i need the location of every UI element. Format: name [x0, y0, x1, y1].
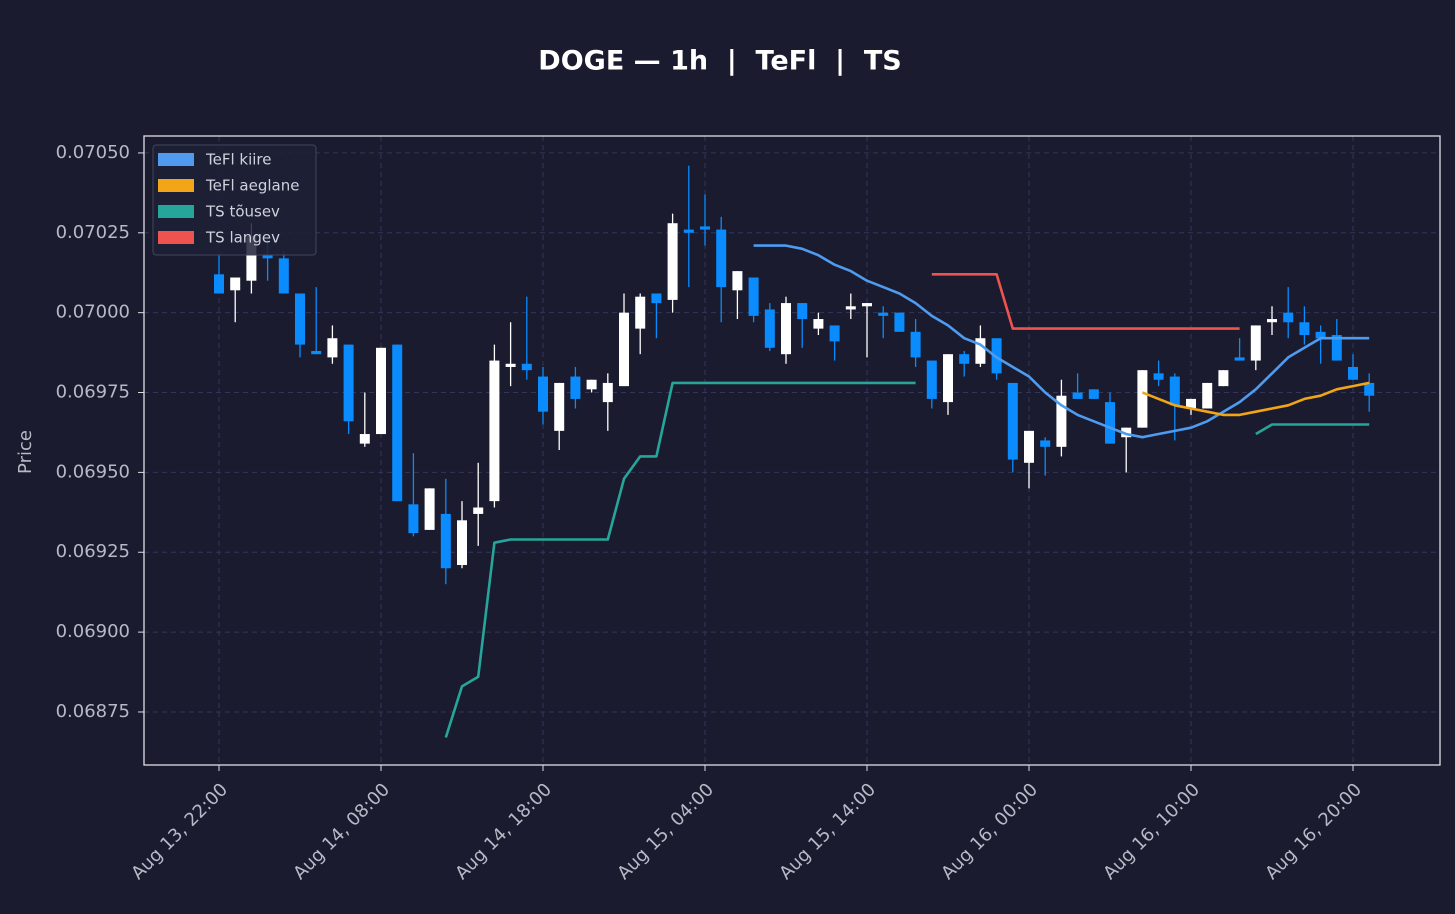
candle-body	[748, 277, 759, 316]
legend-box	[152, 144, 317, 256]
candle-body	[214, 274, 225, 294]
candle-body	[1024, 430, 1035, 463]
legend-label: TS tõusev	[205, 203, 280, 221]
candle-body	[327, 338, 338, 358]
candle-body	[813, 319, 824, 329]
candle-body	[408, 504, 419, 534]
candle-body	[845, 306, 856, 310]
candle-body	[602, 382, 613, 403]
candle-body	[829, 325, 840, 342]
candle-body	[1186, 398, 1197, 409]
candle-body	[554, 382, 565, 431]
y-axis-label: Price	[15, 430, 36, 474]
y-tick-label: 0.06975	[56, 382, 130, 403]
candle-body	[1007, 382, 1018, 460]
legend-label: TS langev	[205, 229, 280, 247]
candle-body	[1088, 389, 1099, 399]
candle-body	[359, 434, 370, 444]
candle-body	[586, 379, 597, 390]
legend-swatch	[158, 205, 194, 218]
candle-body	[862, 303, 873, 307]
candle-body	[538, 376, 549, 412]
candle-body	[894, 312, 905, 332]
candle-body	[1072, 392, 1083, 399]
candle-body	[764, 309, 775, 348]
candle-body	[975, 338, 986, 364]
candle-body	[230, 277, 241, 291]
candle-body	[700, 226, 711, 230]
y-tick-label: 0.07050	[56, 142, 130, 163]
candle-body	[667, 223, 678, 300]
candle-body	[1267, 319, 1278, 323]
plot-frame	[143, 135, 1441, 766]
candle-body	[619, 312, 630, 387]
candle-body	[943, 354, 954, 403]
legend-label: TeFl aeglane	[205, 177, 299, 195]
candle-body	[1315, 331, 1326, 339]
candle-body	[959, 354, 970, 364]
candle-body	[376, 347, 387, 435]
candle-body	[424, 488, 435, 530]
candle-body	[878, 312, 889, 316]
y-tick-label: 0.06950	[56, 461, 130, 482]
candle-body	[392, 344, 403, 502]
line-series	[753, 244, 1370, 439]
legend-swatch	[158, 179, 194, 192]
candle-body	[716, 229, 727, 288]
candle-body	[1299, 322, 1310, 336]
candle-body	[1056, 395, 1067, 447]
candle-body	[1250, 325, 1261, 361]
y-tick-label: 0.07025	[56, 222, 130, 243]
line-series	[1141, 381, 1370, 417]
candle-body	[1105, 402, 1116, 444]
candle-body	[246, 235, 257, 281]
candle-body	[651, 293, 662, 304]
candle-body	[797, 303, 808, 320]
legend-swatch	[158, 153, 194, 166]
y-tick-label: 0.06875	[56, 701, 130, 722]
y-tick-label: 0.07000	[56, 302, 130, 323]
candle-body	[635, 296, 646, 329]
candle-body	[343, 344, 354, 422]
candle-body	[1202, 382, 1213, 409]
legend-label: TeFl kiire	[205, 151, 272, 169]
candle-body	[473, 507, 484, 514]
candle-body	[440, 513, 451, 569]
candle-body	[262, 255, 273, 259]
candle-body	[926, 360, 937, 399]
candle-body	[1040, 440, 1051, 447]
candle-body	[1348, 366, 1359, 380]
candle-body	[1121, 427, 1132, 438]
candle-body	[1218, 370, 1229, 387]
candle-body	[1153, 373, 1164, 380]
candle-body	[1137, 370, 1148, 428]
candle-body	[1234, 357, 1245, 361]
candle-body	[683, 229, 694, 233]
line-series	[444, 381, 1370, 738]
candle-body	[1331, 335, 1342, 361]
legend: TeFl kiire TeFl aeglane TS tõusev TS langev	[152, 144, 317, 256]
candle-body	[781, 303, 792, 355]
candle-body	[489, 360, 500, 502]
legend-swatch	[158, 231, 194, 244]
candle-body	[1364, 382, 1375, 396]
candle-body	[295, 293, 306, 345]
candle-body	[457, 520, 468, 566]
candle-body	[732, 271, 743, 291]
candle-body	[910, 331, 921, 358]
candle-body	[521, 363, 532, 371]
candle-body	[1283, 312, 1294, 323]
chart-title: DOGE — 1h | TeFl | TS	[538, 46, 901, 77]
candle-body	[311, 350, 322, 355]
candle-body	[570, 376, 581, 399]
candle-body	[278, 258, 289, 294]
y-tick-label: 0.06925	[56, 541, 130, 562]
candle-body	[1169, 376, 1180, 406]
line-series	[931, 273, 1240, 330]
y-tick-label: 0.06900	[56, 621, 130, 642]
candle-body	[505, 363, 516, 367]
